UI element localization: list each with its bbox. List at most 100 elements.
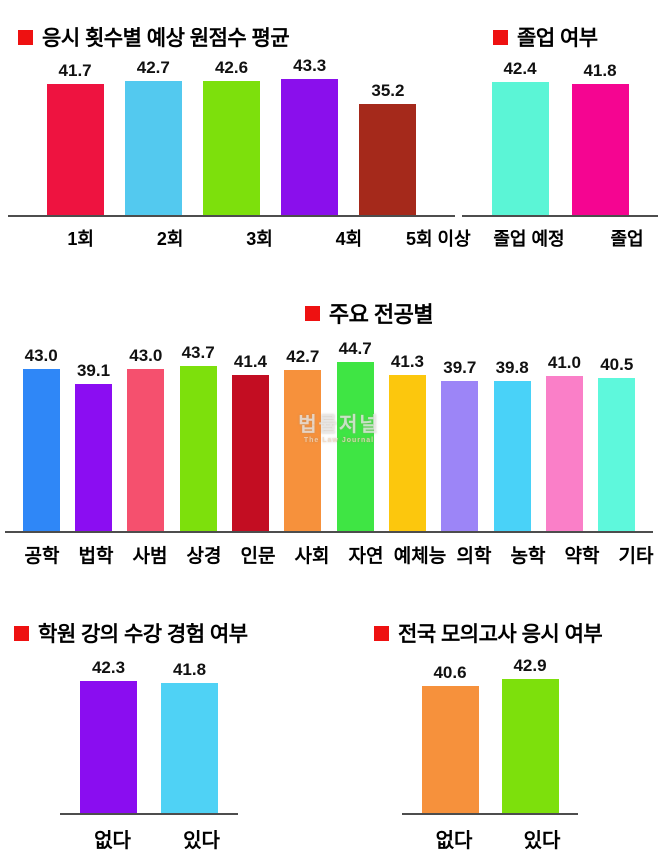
- category-label: 약학: [564, 546, 600, 567]
- category-axis-graduation: 졸업 예정 졸업: [462, 225, 658, 251]
- bar-cell: 41.4: [224, 352, 276, 531]
- category-label: 졸업 예정: [493, 229, 565, 249]
- bar-약학: [545, 376, 583, 531]
- category-axis-majors: 공학 법학 사범 상경 인문 사회 자연 예체능 의학 농학 약학 기타: [5, 541, 658, 568]
- bar-1회: [46, 84, 104, 215]
- bar-cell: 42.7: [277, 347, 329, 531]
- category-label: 없다: [94, 830, 131, 852]
- bar-cell: 39.8: [486, 358, 538, 531]
- bar-cell: 41.8: [149, 660, 230, 813]
- value-label: 41.8: [583, 61, 617, 80]
- category-axis-attempts: 1회 2회 3회 4회 5회 이상: [8, 225, 511, 251]
- bar-기타: [598, 378, 636, 531]
- category-label: 5회 이상: [405, 229, 471, 249]
- plot-graduation: 42.4 41.8: [462, 55, 658, 217]
- bar-사범: [127, 369, 165, 531]
- category-label: 있다: [183, 830, 220, 852]
- category-label: 없다: [435, 830, 473, 852]
- chart-title-graduation: 졸업 여부: [493, 22, 598, 52]
- value-label: 41.7: [58, 61, 92, 80]
- value-label: 39.1: [76, 361, 111, 380]
- value-label: 44.7: [338, 339, 372, 358]
- bar-법학: [74, 384, 112, 531]
- bar-cell: 43.3: [271, 56, 349, 215]
- value-label: 40.5: [600, 355, 634, 374]
- bar-의학: [441, 381, 479, 531]
- bar-있다: [161, 683, 218, 813]
- value-label: 41.3: [390, 352, 424, 371]
- bar-cell: 40.6: [410, 663, 490, 813]
- value-label: 40.6: [433, 663, 467, 682]
- category-label: 공학: [24, 546, 60, 567]
- category-label: 4회: [335, 229, 363, 249]
- value-label: 43.3: [293, 56, 327, 75]
- category-label: 1회: [67, 229, 94, 249]
- category-label: 법학: [78, 546, 114, 567]
- value-label: 39.8: [495, 358, 529, 377]
- chart-title-text: 전국 모의고사 응시 여부: [398, 623, 603, 646]
- bar-있다: [501, 679, 559, 813]
- plot-academy: 42.3 41.8: [60, 657, 238, 815]
- value-label: 39.7: [443, 358, 477, 377]
- bar-공학: [22, 369, 60, 531]
- category-label: 자연: [348, 546, 384, 567]
- bar-cell: 40.5: [591, 355, 643, 531]
- category-label: 농학: [510, 546, 546, 567]
- category-label: 졸업: [610, 229, 644, 249]
- category-axis-mocktest: 없다 있다: [402, 824, 594, 853]
- bar-cell: 44.7: [329, 339, 381, 531]
- bar-cell: 39.7: [434, 358, 486, 531]
- bar-인문: [231, 375, 269, 531]
- chart-title-text: 졸업 여부: [517, 27, 598, 50]
- value-label: 42.4: [503, 59, 537, 78]
- bar-cell: 42.7: [114, 58, 192, 215]
- chart-title-text: 학원 강의 수강 경험 여부: [38, 623, 248, 646]
- value-label: 43.7: [181, 343, 215, 362]
- value-label: 42.6: [214, 58, 249, 77]
- bar-자연: [336, 362, 374, 531]
- red-square-bullet-icon: [493, 29, 508, 45]
- bar-cell: 42.6: [192, 58, 270, 215]
- category-label: 2회: [156, 229, 184, 249]
- chart-title-majors: 주요 전공별: [80, 297, 658, 329]
- bar-2회: [124, 81, 182, 215]
- value-label: 43.0: [129, 346, 163, 365]
- category-axis-academy: 없다 있다: [60, 824, 254, 853]
- category-label: 사범: [132, 546, 168, 567]
- value-label: 42.9: [513, 656, 547, 675]
- bar-cell: 43.0: [120, 346, 172, 531]
- value-label: 42.3: [91, 658, 126, 677]
- category-label: 예체능: [393, 546, 447, 567]
- category-label: 의학: [456, 546, 492, 567]
- bar-cell: 41.3: [381, 352, 433, 531]
- value-label: 41.0: [547, 353, 581, 372]
- bar-4회: [281, 79, 339, 215]
- bar-cell: 42.4: [480, 59, 560, 215]
- bar-졸업 예정: [491, 82, 549, 215]
- chart-title-mocktest: 전국 모의고사 응시 여부: [374, 618, 603, 648]
- category-label: 기타: [618, 546, 654, 567]
- plot-mocktest: 40.6 42.9: [402, 656, 578, 815]
- bar-cell: 35.2: [349, 81, 427, 215]
- plot-attempts: 41.7 42.7 42.6 43.3 35.2: [8, 55, 455, 217]
- bar-cell: 41.0: [538, 353, 590, 531]
- bar-농학: [493, 381, 531, 531]
- category-label: 인문: [240, 546, 276, 567]
- bar-cell: 41.8: [560, 61, 640, 215]
- red-square-bullet-icon: [14, 625, 29, 641]
- value-label: 41.4: [233, 352, 268, 371]
- bar-졸업: [571, 84, 629, 215]
- value-label: 35.2: [371, 81, 405, 100]
- bar-없다: [421, 686, 479, 813]
- plot-majors: 43.0 39.1 43.0 43.7 41.4 42.7 44.7 41.3 39.7 39.8…: [5, 339, 653, 533]
- bar-cell: 42.3: [68, 658, 149, 813]
- bar-3회: [203, 81, 260, 215]
- value-label: 43.0: [24, 346, 58, 365]
- category-label: 상경: [186, 546, 222, 567]
- bar-cell: 43.7: [172, 343, 224, 531]
- bar-cell: 39.1: [67, 361, 119, 531]
- red-square-bullet-icon: [374, 625, 389, 641]
- chart-title-academy: 학원 강의 수강 경험 여부: [14, 618, 248, 648]
- chart-title-text: 주요 전공별: [328, 302, 434, 327]
